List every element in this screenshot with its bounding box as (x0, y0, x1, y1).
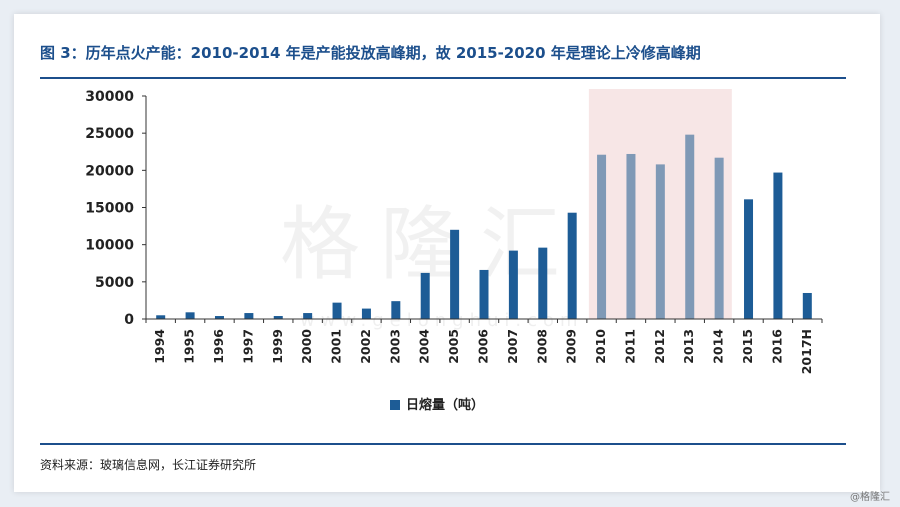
x-tick-label: 2011 (622, 329, 637, 364)
bar-2001 (332, 302, 342, 319)
bar-2006 (479, 269, 489, 319)
x-tick-label: 2000 (299, 329, 314, 364)
x-tick-label: 2015 (740, 329, 755, 364)
x-tick-label: 1994 (152, 329, 167, 364)
title-divider (40, 77, 846, 79)
y-tick-label: 5000 (95, 275, 134, 291)
bar-2007 (508, 250, 518, 319)
x-tick-label: 2017H (799, 329, 814, 374)
bar-2008 (538, 247, 548, 319)
chart-title: 图 3：历年点火产能：2010-2014 年是产能投放高峰期，故 2015-20… (40, 44, 701, 62)
x-tick-label: 2016 (769, 329, 784, 364)
bar-2012 (655, 164, 665, 319)
x-tick-label: 1999 (270, 329, 285, 364)
bar-2004 (420, 272, 430, 319)
x-tick-label: 1996 (211, 329, 226, 364)
bar-2000 (303, 313, 313, 319)
x-tick-label: 2004 (417, 329, 432, 364)
bar-2011 (626, 153, 636, 319)
y-tick-label: 0 (124, 312, 134, 328)
x-tick-label: 2003 (387, 329, 402, 364)
bar-2009 (567, 212, 577, 319)
x-tick-label: 2010 (593, 329, 608, 364)
bar-2017H (802, 292, 812, 319)
x-tick-label: 1995 (182, 329, 197, 364)
bar-2016 (773, 172, 783, 319)
source-divider (40, 443, 846, 445)
y-tick-label: 30000 (85, 89, 134, 105)
bar-1997 (244, 313, 254, 319)
bar-2013 (685, 134, 695, 319)
bar-2003 (391, 301, 401, 319)
x-tick-label: 2007 (505, 329, 520, 364)
bar-1999 (273, 316, 283, 319)
x-tick-label: 2009 (564, 329, 579, 364)
x-tick-label: 2012 (652, 329, 667, 364)
bar-2010 (597, 154, 607, 319)
bar-2014 (714, 157, 724, 319)
x-tick-label: 2001 (329, 329, 344, 364)
chart-card (14, 14, 880, 492)
x-tick-label: 2013 (681, 329, 696, 364)
y-tick-label: 20000 (85, 163, 134, 179)
x-tick-label: 2002 (358, 329, 373, 364)
x-tick-label: 2006 (476, 329, 491, 364)
bar-2002 (361, 308, 371, 319)
y-tick-label: 15000 (85, 201, 134, 217)
legend-swatch (390, 400, 400, 410)
x-tick-label: 2005 (446, 329, 461, 364)
credit-text: @格隆汇 (850, 492, 890, 503)
bar-2015 (744, 199, 754, 319)
bar-1995 (185, 312, 195, 319)
source-note: 资料来源：玻璃信息网，长江证券研究所 (40, 458, 257, 472)
y-tick-label: 25000 (85, 126, 134, 142)
legend-label: 日熔量（吨） (406, 397, 484, 413)
y-tick-label: 10000 (85, 238, 134, 254)
x-tick-label: 1997 (240, 329, 255, 364)
bar-1996 (214, 316, 224, 319)
bar-2005 (450, 229, 460, 319)
x-tick-label: 2014 (711, 329, 726, 364)
bar-1994 (156, 315, 166, 319)
x-tick-label: 2008 (534, 329, 549, 364)
